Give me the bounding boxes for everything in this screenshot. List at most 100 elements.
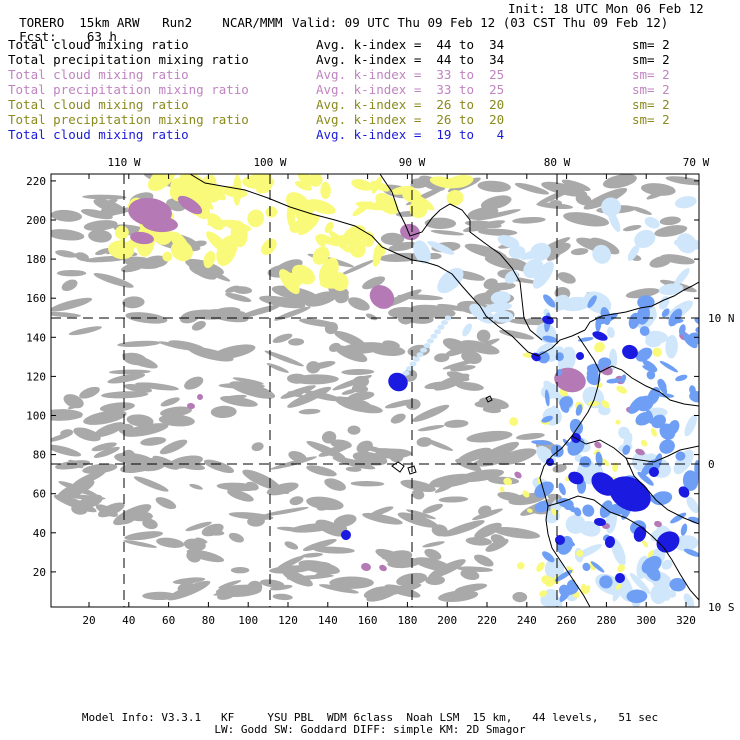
light-blue-streak	[416, 352, 424, 358]
mid-blue-cell	[678, 324, 686, 336]
gray-cloud-cell	[380, 232, 405, 246]
gray-cloud-cell	[212, 344, 256, 360]
gray-cloud-cell	[287, 391, 303, 398]
gray-cloud-cell	[400, 479, 436, 492]
gray-cloud-cell	[561, 179, 591, 192]
gray-cloud-cell	[366, 587, 399, 602]
yellow-cell	[617, 564, 625, 573]
purple-cell	[654, 520, 662, 528]
gray-cloud-cell	[334, 330, 366, 347]
mid-blue-cell	[569, 418, 583, 435]
mid-blue-cell	[680, 523, 688, 536]
legend-label: Total cloud mixing ratio	[8, 127, 189, 142]
gray-cloud-cell	[306, 465, 337, 477]
mid-blue-cell	[656, 392, 675, 398]
gray-cloud-cell	[665, 176, 699, 186]
forecast-hour: Fcst: 63 h	[4, 16, 117, 44]
gray-cloud-cell	[262, 507, 309, 517]
gray-cloud-cell	[201, 523, 224, 537]
purple-cell	[379, 564, 387, 572]
gray-cloud-cell	[210, 405, 237, 419]
latitude-labels: 10 N 0 10 S	[708, 312, 735, 614]
gray-cloud-cell	[417, 424, 445, 432]
mid-blue-cell	[599, 575, 613, 589]
deep-blue-cell	[594, 517, 606, 527]
mid-blue-cell	[557, 498, 574, 508]
gray-cloud-cell	[222, 394, 247, 400]
yellow-cell	[522, 490, 530, 498]
gray-cloud-cell	[460, 569, 480, 580]
mid-blue-cell	[586, 371, 601, 386]
mid-blue-cell	[651, 414, 666, 429]
yellow-cell	[324, 221, 334, 234]
gray-cloud-cell	[56, 270, 87, 277]
gray-cloud-cell	[159, 439, 188, 455]
gray-cloud-cell	[347, 425, 361, 435]
deep-blue-cell	[592, 331, 608, 341]
gray-cloud-cell	[454, 583, 488, 593]
legend-smoothing: sm= 2	[632, 97, 670, 112]
mid-blue-cell	[661, 308, 670, 318]
yellow-cell	[342, 225, 366, 246]
yellow-cell	[312, 246, 330, 265]
gray-cloud-cell	[334, 345, 368, 363]
mid-blue-cell	[653, 453, 663, 471]
yellow-cell	[294, 180, 312, 191]
purple-cell	[554, 367, 586, 393]
mid-blue-cell	[590, 561, 605, 573]
model-info-line-2: LW: Godd SW: Goddard DIFF: simple KM: 2D…	[214, 723, 526, 736]
light-blue-cell	[437, 267, 464, 294]
mid-blue-cell	[646, 370, 656, 380]
yellow-cell	[297, 174, 313, 187]
mid-blue-cell	[577, 337, 594, 342]
legend-label: Total cloud mixing ratio	[8, 97, 189, 112]
gray-cloud-cell	[465, 537, 492, 546]
init-time: Init: 18 UTC Mon 06 Feb 12	[508, 1, 704, 16]
y-tick-label: 80	[33, 449, 46, 462]
gray-cloud-cell	[477, 228, 518, 236]
purple-cell	[187, 402, 195, 410]
legend-kindex: Avg. k-index = 26 to 20	[316, 97, 505, 112]
gray-cloud-cell	[333, 514, 357, 528]
gray-cloud-cell	[95, 247, 112, 256]
light-blue-streak	[420, 347, 427, 353]
mid-blue-cell	[579, 456, 592, 468]
light-blue-cell	[684, 414, 697, 437]
gray-cloud-cell	[195, 537, 208, 544]
light-blue-cell	[686, 496, 699, 514]
yellow-cell	[287, 201, 316, 216]
yellow-cell	[170, 231, 189, 252]
gray-cloud-cell	[301, 552, 323, 558]
gray-cloud-cell	[160, 406, 192, 417]
mid-blue-cell	[640, 459, 657, 477]
model-name: TORERO	[19, 15, 65, 30]
gray-cloud-cell	[270, 456, 317, 470]
cocos-island	[485, 395, 493, 403]
gray-cloud-cell	[60, 429, 74, 437]
gray-cloud-cell	[412, 404, 450, 422]
mid-blue-cell	[670, 512, 687, 524]
light-blue-cell	[645, 335, 662, 348]
x-tick-label: 200	[437, 614, 457, 627]
gray-cloud-cell	[282, 569, 313, 587]
mid-blue-cell	[560, 402, 570, 413]
gray-cloud-cell	[447, 473, 475, 485]
gray-cloud-cell	[324, 478, 346, 491]
gray-cloud-cell	[313, 546, 355, 554]
gray-cloud-cell	[51, 209, 83, 222]
gray-cloud-cell	[434, 481, 458, 493]
mid-blue-cell	[542, 335, 558, 343]
mid-blue-cell	[573, 507, 582, 517]
gray-cloud-cell	[172, 577, 206, 585]
y-tick-label: 20	[33, 566, 46, 579]
yellow-cell	[370, 180, 390, 192]
light-blue-cell	[667, 589, 677, 598]
gray-cloud-cell	[602, 174, 637, 189]
mid-blue-cell	[626, 589, 648, 604]
gray-cloud-cell	[455, 381, 484, 391]
light-blue-cell	[490, 291, 511, 305]
gray-cloud-cell	[288, 338, 305, 346]
light-blue-cell	[545, 594, 563, 607]
yellow-cell	[318, 233, 339, 247]
peru-border	[547, 495, 699, 601]
